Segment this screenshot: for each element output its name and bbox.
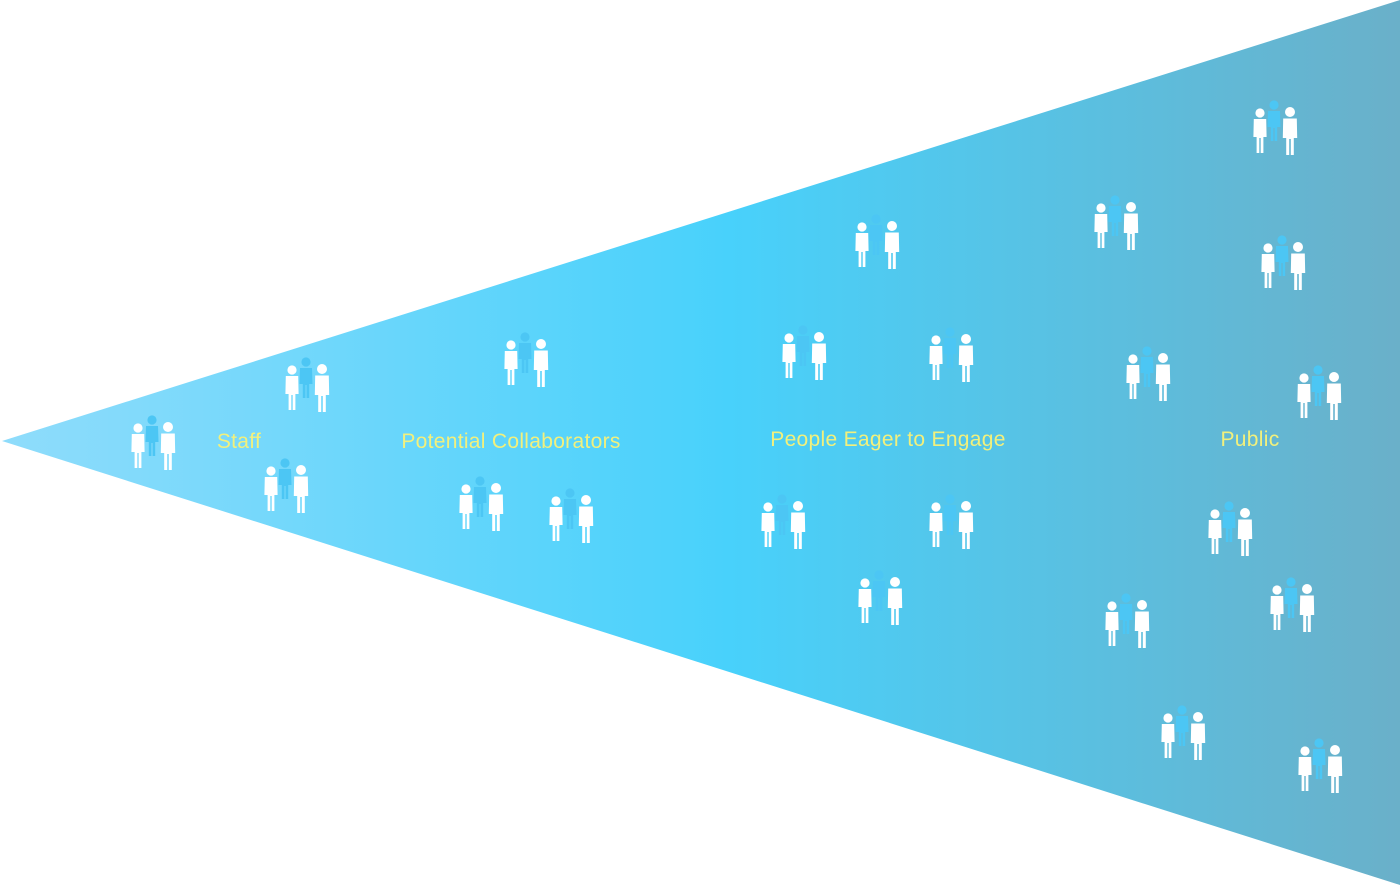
segment-label-staff: Staff (217, 430, 261, 453)
segment-label-people-eager-to-engage: People Eager to Engage (770, 428, 1005, 451)
segment-label-public: Public (1221, 428, 1280, 451)
segment-label-potential-collaborators: Potential Collaborators (401, 430, 620, 453)
